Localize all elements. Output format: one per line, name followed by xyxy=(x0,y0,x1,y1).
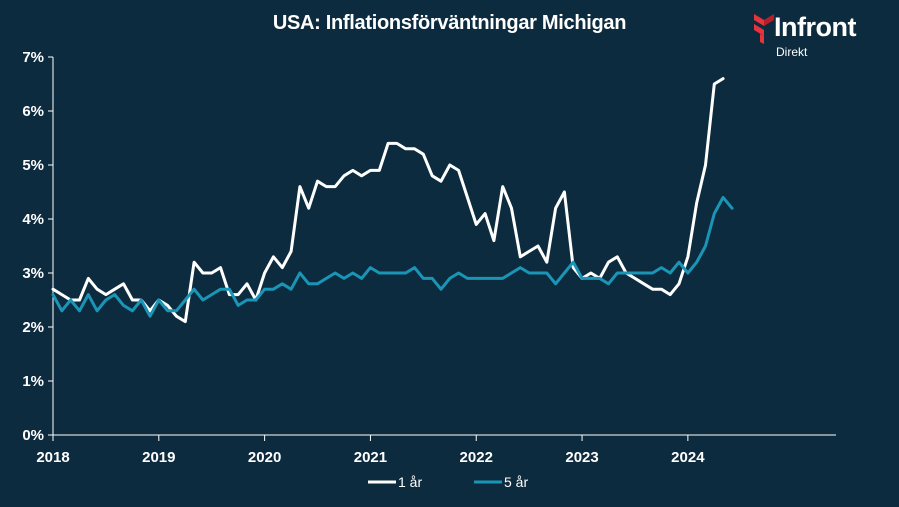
x-tick-label: 2021 xyxy=(354,449,387,466)
y-tick-label: 6% xyxy=(22,103,44,120)
y-tick-label: 3% xyxy=(22,265,44,282)
y-tick-label: 1% xyxy=(22,373,44,390)
infront-logo-icon xyxy=(754,14,774,44)
chart-legend: 1 år 5 år xyxy=(368,474,528,490)
legend-label-1: 1 år xyxy=(398,474,422,490)
x-tick-label: 2019 xyxy=(142,449,175,466)
x-tick-label: 2024 xyxy=(671,449,705,466)
legend-label-2: 5 år xyxy=(504,474,528,490)
logo-brand-text: Infront xyxy=(774,12,856,42)
series-line-2 xyxy=(51,195,734,318)
x-tick-label: 2020 xyxy=(248,449,281,466)
x-tick-label: 2018 xyxy=(36,449,69,466)
x-tick-label: 2022 xyxy=(460,449,493,466)
logo-sub-text: Direkt xyxy=(776,45,808,59)
series-line-1 xyxy=(51,77,725,324)
y-tick-label: 4% xyxy=(22,211,44,228)
y-tick-label: 2% xyxy=(22,319,44,336)
y-tick-label: 5% xyxy=(22,157,44,174)
y-tick-label: 0% xyxy=(22,427,44,444)
chart-title: USA: Inflationsförväntningar Michigan xyxy=(272,12,627,34)
y-tick-label: 7% xyxy=(22,49,44,66)
chart-series xyxy=(51,77,734,324)
x-tick-label: 2023 xyxy=(565,449,598,466)
chart-axes: 0% 1% 2% 3% 4% 5% 6% 7% 2018 2019 2020 2021 2022 2023… xyxy=(22,49,836,466)
infront-logo: Infront Direkt xyxy=(752,12,892,62)
